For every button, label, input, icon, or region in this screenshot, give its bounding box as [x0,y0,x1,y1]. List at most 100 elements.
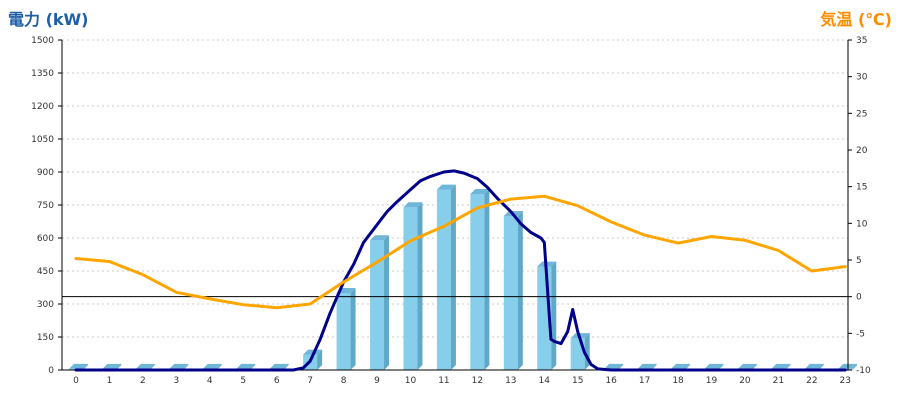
bar-side-20 [751,363,757,370]
bar-side-21 [785,363,791,370]
x-tick-label: 18 [672,376,684,386]
bar-9 [370,240,385,370]
right-tick-label: 35 [856,36,867,46]
x-tick-label: 19 [706,376,718,386]
x-tick-label: 1 [107,376,113,386]
bar-side-17 [651,363,657,370]
temperature-line [74,194,847,310]
bar-11 [436,189,451,370]
x-tick-label: 15 [572,376,583,386]
bar-top-9 [370,235,390,241]
x-tick-label: 2 [140,376,146,386]
right-tick-label: 15 [856,183,867,193]
bar-side-14 [551,261,557,370]
bar-side-22 [818,363,824,370]
bar-top-18 [671,363,691,369]
left-tick-label: 1200 [31,102,54,112]
bar-side-23 [852,363,858,370]
bar-side-8 [350,288,356,370]
bar-top-0 [69,363,88,369]
line-series [74,169,847,372]
bar-top-17 [637,363,657,369]
bar-side-1 [116,363,122,370]
bar-side-18 [685,363,691,370]
x-tick-label: 9 [374,376,380,386]
bar-side-11 [450,184,456,370]
x-tick-label: 17 [639,376,650,386]
bar-13 [503,216,518,370]
bar-side-10 [417,202,423,370]
x-tick-label: 14 [539,376,551,386]
bar-side-2 [149,363,155,370]
bar-top-6 [269,363,289,369]
bar-top-5 [236,363,256,369]
left-tick-label: 150 [37,333,54,343]
bar-top-19 [704,363,724,369]
right-tick-label: -5 [856,329,865,339]
x-tick-label: 5 [240,376,246,386]
right-tick-label: 10 [856,219,868,229]
right-axis-title: 気温 (℃) [820,10,892,29]
left-tick-label: 1050 [31,135,54,145]
bar-top-3 [169,363,189,369]
right-tick-label: 30 [856,73,868,83]
x-tick-label: 23 [840,376,851,386]
x-tick-label: 3 [173,376,179,386]
bar-side-0 [83,363,88,370]
bar-top-11 [436,184,456,190]
left-tick-label: 300 [37,300,54,310]
right-tick-label: 0 [856,293,862,303]
x-tick-label: 0 [73,376,79,386]
bar-top-16 [604,363,624,369]
grid-layer [62,39,848,338]
bar-top-1 [102,363,122,369]
bar-top-20 [737,363,757,369]
bar-side-16 [618,363,624,370]
bar-side-7 [317,349,323,370]
bar-side-6 [283,363,289,370]
x-tick-label: 21 [773,376,784,386]
right-tick-label: 25 [856,109,867,119]
bar-side-5 [250,363,256,370]
left-tick-label: 0 [48,366,54,376]
bar-side-9 [384,235,390,370]
bar-top-12 [470,189,490,194]
x-tick-label: 12 [472,376,483,386]
x-tick-label: 22 [806,376,817,386]
x-tick-label: 7 [307,376,313,386]
x-tick-label: 10 [405,376,417,386]
bar-top-4 [202,363,222,369]
x-tick-label: 4 [207,376,213,386]
left-tick-label: 1500 [31,36,54,46]
x-tick-label: 6 [274,376,280,386]
bar-side-3 [183,363,189,370]
right-tick-label: -10 [856,366,871,376]
bar-top-22 [804,363,824,369]
x-tick-label: 11 [438,376,449,386]
left-tick-label: 450 [37,267,54,277]
x-tick-label: 16 [605,376,617,386]
x-tick-label: 8 [341,376,347,386]
left-tick-label: 600 [37,234,54,244]
bar-12 [470,194,485,370]
bar-top-10 [403,202,423,208]
left-axis-title: 電力 (kW) [8,10,89,29]
power-line [74,169,847,372]
left-tick-label: 750 [37,201,54,211]
bar-top-2 [135,363,155,369]
bar-series [69,184,858,370]
right-tick-label: 5 [856,256,862,266]
bar-side-19 [718,363,724,370]
x-tick-label: 13 [505,376,516,386]
bar-side-12 [484,189,490,370]
bar-top-21 [771,363,791,369]
bar-10 [403,207,418,370]
bar-side-4 [216,363,222,370]
bar-side-13 [517,211,523,370]
bar-8 [336,293,351,370]
tick-labels: 01503004506007509001050120013501500-10-5… [31,36,871,386]
left-tick-label: 900 [37,168,54,178]
left-tick-label: 1350 [31,69,54,79]
right-tick-label: 20 [856,146,868,156]
